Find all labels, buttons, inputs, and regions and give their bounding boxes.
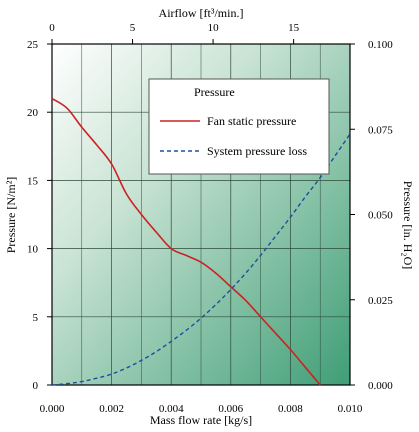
x-axis-ticks: 0.000 0.002 0.004 0.006 0.008 0.010 [40,403,363,415]
legend-label-fan-static-pressure: Fan static pressure [207,114,296,128]
right-tick-label: 0.050 [368,210,393,222]
x-tick-label: 0.008 [278,403,303,415]
x-tick-label: 0.000 [40,403,65,415]
series-line-system-pressure-loss [51,133,351,386]
legend: Pressure Fan static pressure System pres… [148,78,330,175]
top-tick-label: 10 [208,22,220,34]
top-tick-label: 0 [49,22,55,34]
legend-label-system-pressure-loss: System pressure loss [207,144,307,158]
y-tick-label: 15 [27,175,39,187]
x-tick-label: 0.006 [218,403,243,415]
y-tick-label: 0 [33,380,39,392]
x-tick-label: 0.002 [99,403,124,415]
y-axis-title: Pressure [N/m²] [4,177,18,254]
right-tick-label: 0.100 [368,39,393,51]
x-tick-label: 0.010 [338,403,363,415]
right-tick-label: 0.075 [368,124,393,136]
legend-title: Pressure [194,85,235,99]
top-axis-ticks: 0 5 10 15 [49,22,300,44]
y-tick-label: 5 [33,312,39,324]
y-tick-label: 25 [27,39,39,51]
right-axis-ticks: 0.000 0.025 0.050 0.075 0.100 [350,39,393,392]
series-lines [51,97,351,386]
y-tick-label: 10 [27,244,39,256]
y-axis-ticks: 0 5 10 15 20 25 [27,39,52,392]
x-tick-label: 0.004 [159,403,184,415]
top-tick-label: 5 [130,22,136,34]
y-tick-label: 20 [27,107,39,119]
right-axis-title: Pressure [in. H₂O] [401,181,415,270]
right-tick-label: 0.025 [368,295,393,307]
x-axis-title: Mass flow rate [kg/s] [150,413,252,427]
top-tick-label: 15 [288,22,300,34]
series-line-fan-static-pressure [51,97,321,386]
top-axis-title: Airflow [ft³/min.] [159,6,244,20]
right-tick-label: 0.000 [368,380,393,392]
legend-box [148,78,330,175]
